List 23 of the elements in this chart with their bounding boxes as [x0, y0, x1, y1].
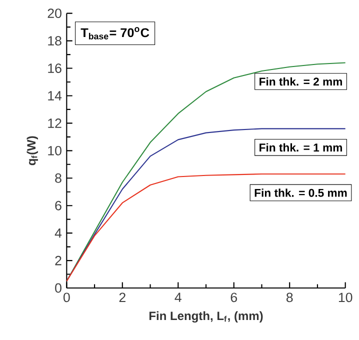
- y-tick-label: 18: [48, 36, 62, 46]
- y-tick-label: 20: [48, 8, 62, 18]
- x-tick-label: 0: [63, 292, 70, 302]
- y-tick-label: 14: [48, 91, 62, 100]
- x-tick-label: 4: [174, 292, 182, 302]
- series-label: Fin thk. = 2 mm: [260, 77, 342, 86]
- y-tick-label: 12: [48, 118, 62, 128]
- y-tick-label: 4: [54, 228, 62, 238]
- x-tick-label: 2: [119, 292, 126, 302]
- series-label: Fin thk. = 1 mm: [260, 143, 342, 152]
- y-tick-label: 0: [55, 283, 62, 293]
- y-tick-label: 16: [48, 64, 62, 73]
- x-tick-label: 6: [230, 292, 237, 302]
- annotation: T$_{base}$= 70$^{o}$C: [80, 27, 150, 40]
- y-axis-title: q$_{f}$(W): [26, 136, 38, 166]
- series-label: Fin thk. = 0.5 mm: [254, 188, 347, 197]
- y-tick-label: 2: [55, 256, 62, 266]
- y-tick-label: 8: [55, 173, 62, 183]
- x-axis-title: Fin Length, L$_{f}$, (mm): [149, 311, 263, 323]
- y-tick-label: 6: [55, 200, 62, 210]
- x-tick-label: 10: [338, 292, 352, 302]
- y-tick-label: 10: [48, 146, 62, 156]
- x-tick-label: 8: [286, 292, 293, 302]
